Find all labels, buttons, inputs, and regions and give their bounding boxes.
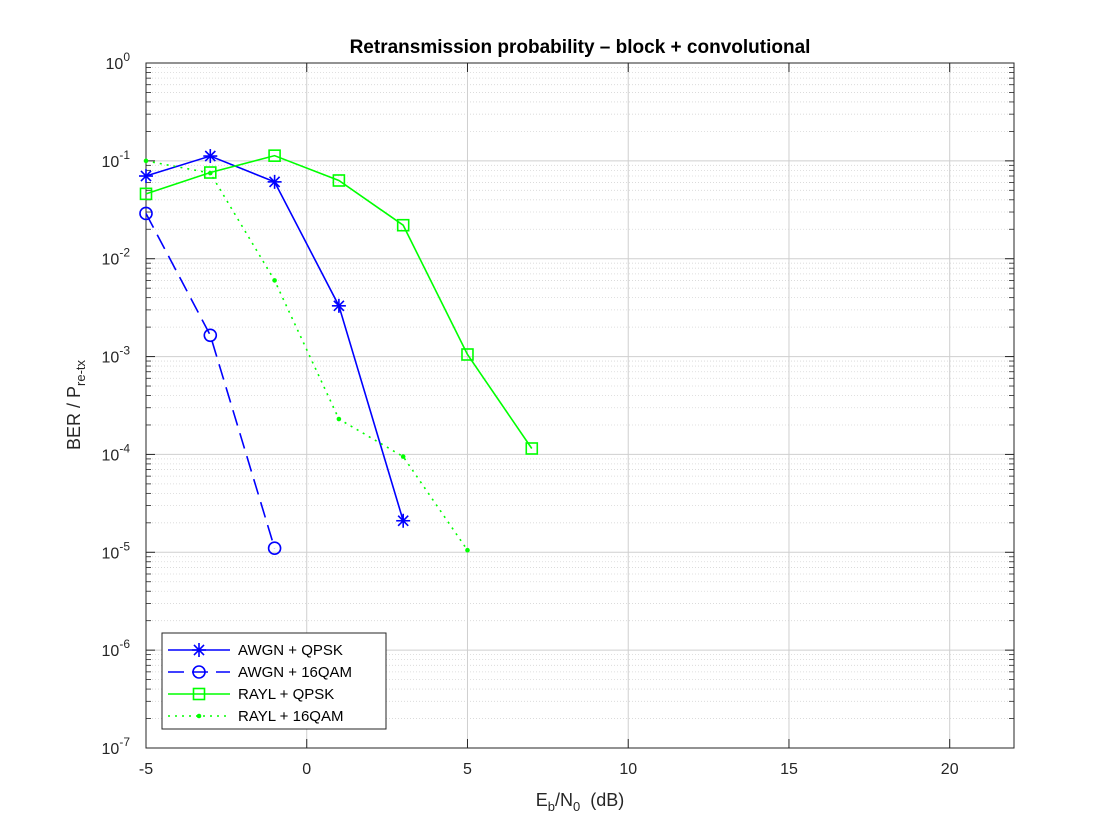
series-layer: [139, 149, 539, 556]
chart-title: Retransmission probability – block + con…: [350, 37, 811, 58]
y-tick-label: 10-3: [102, 344, 131, 367]
y-tick-label: 10-7: [102, 735, 131, 758]
y-tick-label: 10-6: [102, 637, 131, 660]
axes-box: [145, 62, 1015, 749]
minor-grid: [146, 67, 1014, 719]
data-point: [396, 513, 411, 528]
data-point: [400, 454, 406, 459]
data-point: [272, 278, 277, 283]
legend-entry-3: RAYL + QPSK: [168, 686, 334, 703]
data-point: [267, 541, 282, 556]
axis-ticks: 10-7 10-6 10-5 10-4 10-3 10-2 10-1 100 -5 0 5 10 15 2…: [102, 50, 1014, 778]
data-point: [396, 218, 410, 232]
data-point: [461, 348, 474, 361]
legend: AWGN + QPSK AWGN + 16QAM RAYL + QPSK RAYL +…: [161, 632, 387, 730]
x-tick-label: 15: [780, 761, 798, 778]
legend-marker: [196, 713, 202, 719]
series-line: [145, 160, 469, 551]
y-tick-label: 100: [106, 50, 131, 73]
data-point: [203, 149, 218, 164]
data-point: [207, 170, 213, 176]
x-tick-label: 10: [619, 761, 637, 778]
data-point: [268, 149, 281, 162]
y-axis-label: BER / Pre-tx: [64, 359, 88, 450]
data-point: [465, 547, 470, 553]
data-point: [143, 158, 149, 164]
y-tick-label: 10-2: [102, 246, 131, 269]
data-point: [139, 206, 153, 221]
legend-label: RAYL + 16QAM: [238, 708, 343, 725]
x-tick-label: -5: [139, 761, 153, 778]
y-tick-label: 10-1: [102, 148, 131, 171]
y-tick-label: 10-4: [102, 441, 131, 464]
legend-label: AWGN + 16QAM: [238, 664, 352, 681]
x-tick-label: 5: [463, 761, 472, 778]
data-point: [203, 328, 218, 343]
y-tick-label: 10-5: [102, 539, 131, 562]
x-tick-label: 0: [302, 761, 311, 778]
legend-marker: [192, 665, 206, 679]
data-point: [331, 298, 346, 313]
legend-entry-4: RAYL + 16QAM: [168, 708, 343, 725]
legend-label: AWGN + QPSK: [238, 642, 343, 659]
data-point: [139, 169, 153, 184]
series-1: [139, 149, 411, 528]
x-tick-label: 20: [941, 761, 959, 778]
data-point: [139, 187, 153, 201]
data-point: [336, 416, 342, 422]
data-point: [332, 174, 346, 187]
legend-entry-1: AWGN + QPSK: [168, 642, 343, 659]
data-point: [525, 442, 539, 455]
data-point: [203, 166, 217, 179]
legend-entry-2: AWGN + 16QAM: [168, 664, 352, 681]
legend-marker: [192, 687, 206, 701]
legend-marker: [192, 643, 206, 657]
data-point: [267, 174, 282, 189]
series-4: [143, 158, 470, 553]
x-axis-label: Eb/N0 (dB): [536, 790, 625, 814]
legend-label: RAYL + QPSK: [238, 686, 334, 703]
series-2: [139, 206, 282, 556]
